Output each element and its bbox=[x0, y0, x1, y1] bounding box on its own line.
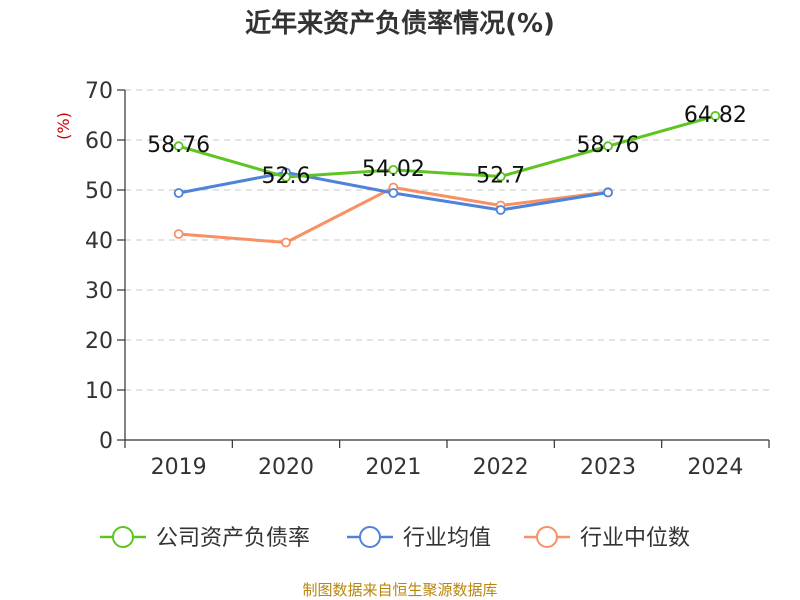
data-labels: 58.76 52.6 54.02 52.7 58.76 64.82 bbox=[147, 103, 747, 189]
data-label: 58.76 bbox=[147, 133, 210, 158]
x-tick-label: 2021 bbox=[365, 455, 421, 480]
legend-marker bbox=[536, 526, 558, 548]
data-point bbox=[281, 172, 291, 182]
data-point bbox=[173, 188, 184, 198]
data-point bbox=[495, 205, 506, 215]
data-point bbox=[173, 141, 184, 152]
legend-label: 行业中位数 bbox=[580, 526, 690, 551]
data-point bbox=[388, 164, 399, 175]
data-label: 58.76 bbox=[577, 133, 640, 158]
legend-marker bbox=[359, 526, 381, 548]
data-label: 52.7 bbox=[476, 164, 525, 189]
legend-item[interactable]: 行业中位数 bbox=[524, 526, 690, 551]
data-label: 52.6 bbox=[262, 164, 311, 189]
grid-lines bbox=[125, 89, 769, 391]
legend-marker bbox=[112, 526, 134, 548]
axes: 0 10 20 30 40 50 60 70 2019 2020 2021 2022 2023 2024 bbox=[85, 79, 770, 480]
y-tick-label: 0 bbox=[99, 429, 113, 454]
x-tick-label: 2019 bbox=[151, 455, 207, 480]
legend-label: 公司资产负债率 bbox=[156, 526, 310, 551]
data-point bbox=[281, 237, 291, 248]
y-tick-label: 30 bbox=[85, 279, 113, 304]
x-tick-label: 2022 bbox=[473, 455, 529, 480]
data-point bbox=[603, 187, 613, 198]
series-layer bbox=[173, 111, 721, 248]
series-line bbox=[178, 114, 716, 179]
data-point bbox=[603, 141, 613, 152]
y-tick-label: 10 bbox=[85, 379, 113, 404]
legend: 公司资产负债率 行业均值 行业中位数 bbox=[100, 526, 690, 551]
data-point bbox=[495, 171, 506, 182]
y-axis-label: (%) bbox=[54, 112, 73, 140]
y-tick-label: 50 bbox=[85, 179, 113, 204]
legend-item[interactable]: 公司资产负债率 bbox=[100, 526, 310, 551]
y-tick-label: 60 bbox=[85, 129, 113, 154]
x-tick-label: 2020 bbox=[258, 455, 314, 480]
legend-label: 行业均值 bbox=[403, 526, 491, 551]
y-tick-label: 20 bbox=[85, 329, 113, 354]
x-tick-label: 2023 bbox=[580, 455, 636, 480]
x-tick-label: 2024 bbox=[687, 455, 743, 480]
y-tick-label: 70 bbox=[85, 79, 113, 104]
data-point bbox=[173, 229, 184, 239]
footer-source: 制图数据来自恒生聚源数据库 bbox=[302, 581, 497, 599]
data-point bbox=[710, 111, 721, 121]
chart-title: 近年来资产负债率情况(%) bbox=[245, 8, 555, 39]
data-point bbox=[388, 188, 399, 198]
data-label: 64.82 bbox=[684, 103, 747, 128]
legend-item[interactable]: 行业均值 bbox=[347, 526, 491, 551]
data-label: 54.02 bbox=[362, 157, 425, 182]
y-tick-label: 40 bbox=[85, 229, 113, 254]
